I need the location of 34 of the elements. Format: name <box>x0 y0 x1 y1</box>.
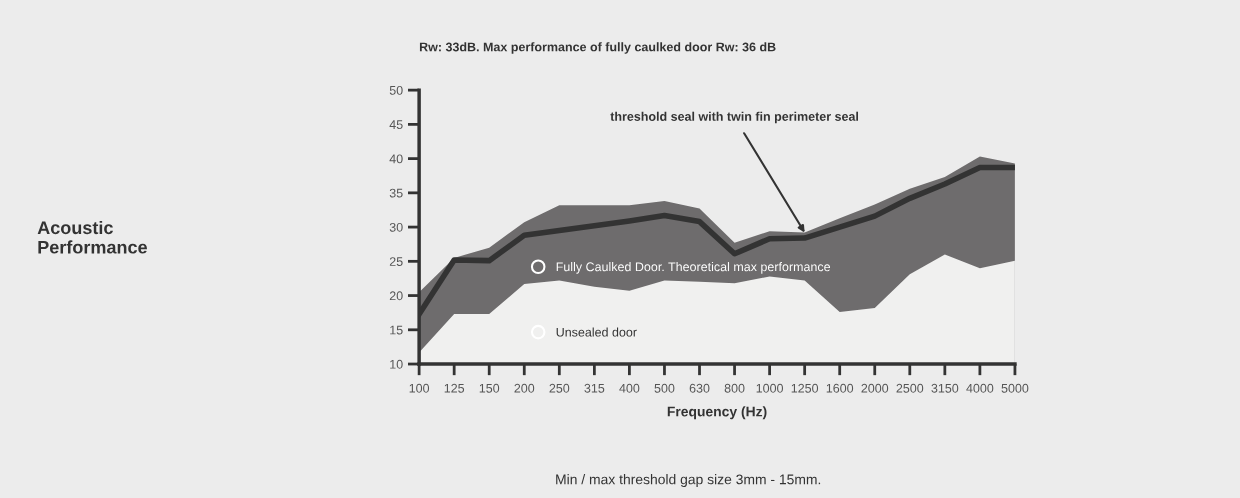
y-tick-label: 45 <box>389 120 403 130</box>
y-tick-label: 35 <box>389 188 403 198</box>
x-tick-label: 400 <box>619 383 640 393</box>
x-tick-label: 250 <box>549 383 570 393</box>
y-tick-label: 50 <box>389 85 403 95</box>
y-tick-label: 15 <box>390 325 403 335</box>
x-tick-label: 4000 <box>966 383 994 393</box>
x-tick-label: 500 <box>654 383 675 393</box>
legend-label: Unsealed door <box>556 327 637 337</box>
y-tick-label: 40 <box>389 154 403 164</box>
x-tick-label: 5000 <box>1001 383 1029 393</box>
x-axis-title: Frequency (Hz) <box>667 406 767 420</box>
y-tick-label: 20 <box>389 291 403 301</box>
annotation: threshold seal with twin fin perimeter seal <box>610 111 859 124</box>
legend-label: Fully Caulked Door. Theoretical max performance <box>556 262 831 274</box>
x-tick-label: 1000 <box>756 383 784 393</box>
x-tick-label: 125 <box>444 383 465 393</box>
chart-title: Rw: 33dB. Max performance of fully caulked door Rw: 36 dB <box>419 42 776 54</box>
y-tick-label: 30 <box>389 222 403 232</box>
x-tick-label: 100 <box>409 383 430 393</box>
x-tick-label: 150 <box>479 383 500 393</box>
y-tick-label: 25 <box>389 257 403 266</box>
x-tick-label: 1600 <box>826 383 854 393</box>
x-tick-label: 3150 <box>931 383 959 393</box>
x-tick-label: 2000 <box>861 383 889 393</box>
x-tick-label: 1250 <box>791 383 819 393</box>
x-tick-label: 2500 <box>896 383 924 393</box>
x-tick-label: 200 <box>514 383 535 393</box>
x-tick-label: 800 <box>724 383 745 393</box>
y-tick-label: 10 <box>390 359 403 369</box>
x-tick-label: 630 <box>689 383 710 393</box>
text: Acoustic Performance <box>37 220 147 254</box>
text: Min / max threshold gap size 3mm - 15mm. <box>556 474 821 488</box>
x-tick-label: 315 <box>584 383 605 393</box>
